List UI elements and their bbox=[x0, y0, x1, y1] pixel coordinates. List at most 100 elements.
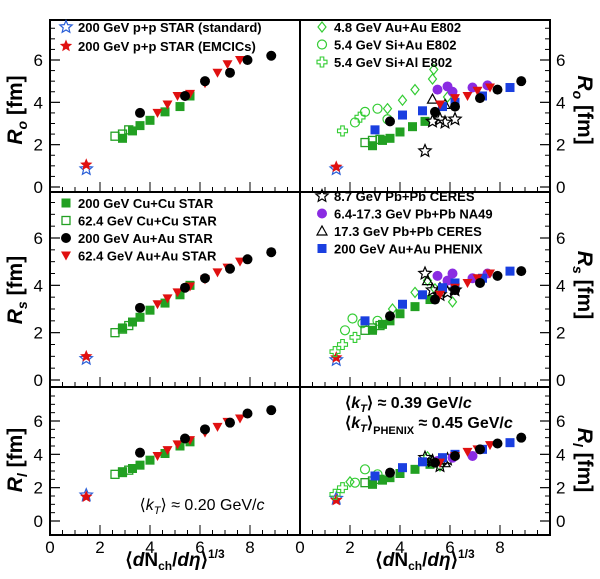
series-200-gev-au-au-star bbox=[385, 76, 527, 127]
y-tick-label: 0 bbox=[34, 371, 43, 390]
legend-marker bbox=[61, 251, 71, 261]
data-point bbox=[152, 300, 163, 310]
series-200-gev-au-au-phenix bbox=[360, 266, 515, 326]
y-tick-label: 4 bbox=[556, 445, 565, 464]
data-point bbox=[378, 475, 387, 485]
ylabel-rs-left: Rs [fm] bbox=[4, 256, 30, 324]
legend-marker bbox=[316, 39, 328, 50]
legend-label: 17.3 GeV Pb+Pb CERES bbox=[334, 224, 482, 239]
data-point bbox=[162, 100, 173, 110]
panel-middle-left: 0 2 4 6 200 GeV Cu+Cu STAR 62.4 GeV Cu+Cu STA… bbox=[34, 191, 301, 390]
data-point bbox=[118, 323, 127, 333]
series-8-7-gev-pb-pb-ceres bbox=[417, 111, 463, 158]
data-point bbox=[420, 116, 430, 126]
data-point bbox=[145, 305, 155, 315]
data-point bbox=[212, 422, 223, 432]
data-point bbox=[118, 133, 127, 143]
data-point bbox=[328, 160, 344, 176]
y-tick-label: 6 bbox=[556, 229, 565, 248]
data-point bbox=[349, 331, 361, 343]
data-point bbox=[225, 263, 235, 274]
data-point bbox=[421, 274, 434, 286]
legend-label: 62.4 GeV Cu+Cu STAR bbox=[78, 214, 217, 229]
data-point bbox=[382, 102, 393, 115]
series-200-gev-au-au-star bbox=[135, 247, 277, 313]
series-62-4-gev-au-au-star bbox=[435, 83, 495, 110]
data-point bbox=[462, 278, 473, 288]
data-point bbox=[225, 417, 235, 428]
legend-label: 200 GeV p+p STAR (EMCICs) bbox=[78, 39, 256, 54]
series-200-gev-p-p-star-standard- bbox=[78, 160, 94, 176]
series-200-gev-p-p-star-standard- bbox=[328, 160, 344, 176]
data-point bbox=[152, 108, 163, 118]
data-point bbox=[492, 270, 503, 281]
y-tick-label: 6 bbox=[34, 229, 43, 248]
data-point bbox=[222, 60, 233, 70]
legend-middle-left: 200 GeV Cu+Cu STAR 62.4 GeV Cu+Cu STAR 200… bbox=[61, 196, 217, 264]
data-point bbox=[410, 302, 420, 312]
data-point bbox=[175, 290, 185, 300]
data-point bbox=[475, 277, 485, 288]
legend-label: 5.4 GeV Si+Au E802 bbox=[334, 38, 456, 53]
series-200-gev-p-p-star-emcics- bbox=[80, 158, 93, 171]
legend-top-left: 200 GeV p+p STAR (standard) 200 GeV p+p S… bbox=[58, 18, 262, 54]
data-point bbox=[360, 137, 370, 148]
data-point bbox=[395, 469, 405, 478]
y-tick-label: 4 bbox=[556, 93, 565, 112]
data-point bbox=[397, 94, 408, 107]
data-point bbox=[360, 316, 370, 326]
data-point bbox=[336, 482, 349, 494]
data-point bbox=[329, 488, 341, 500]
series-200-gev-p-p-star-emcics- bbox=[330, 160, 343, 173]
annotation-kt-right-1: ⟨kT⟩ ≈ 0.39 GeV/c bbox=[345, 395, 472, 415]
data-point bbox=[450, 285, 460, 296]
ylabel-ro-right: Ro [fm] bbox=[570, 75, 596, 144]
series-62-4-gev-au-au-star bbox=[152, 414, 245, 461]
data-point bbox=[330, 160, 343, 173]
legend-marker bbox=[317, 208, 327, 219]
x-tick-label: 6 bbox=[445, 538, 454, 557]
series-200-gev-au-au-star bbox=[385, 266, 527, 322]
data-point bbox=[242, 408, 253, 419]
data-point bbox=[430, 106, 440, 117]
data-point bbox=[172, 440, 183, 450]
data-point bbox=[475, 93, 485, 104]
data-point bbox=[432, 84, 443, 95]
xlabel-left: ⟨dNch/dη⟩1/3 bbox=[125, 547, 225, 573]
data-point bbox=[467, 451, 478, 461]
data-point bbox=[345, 475, 355, 488]
data-point bbox=[242, 254, 253, 265]
legend-marker bbox=[317, 244, 327, 253]
data-point bbox=[462, 447, 473, 457]
y-tick-label: 0 bbox=[34, 512, 43, 531]
data-point bbox=[385, 311, 395, 322]
data-point bbox=[435, 100, 445, 110]
legend-marker bbox=[317, 21, 327, 33]
data-point bbox=[145, 115, 155, 125]
data-point bbox=[78, 160, 94, 176]
data-point bbox=[428, 63, 439, 76]
series-200-gev-p-p-star-emcics- bbox=[80, 490, 93, 503]
y-tick-label: 6 bbox=[556, 412, 565, 431]
data-point bbox=[212, 268, 223, 278]
data-point bbox=[145, 455, 155, 465]
data-point bbox=[329, 346, 341, 358]
ylabel-rl-left: Rl [fm] bbox=[4, 428, 30, 493]
legend-label: 200 GeV Au+Au PHENIX bbox=[334, 242, 483, 257]
data-point bbox=[212, 68, 223, 78]
legend-label: 4.8 GeV Au+Au E802 bbox=[334, 20, 461, 35]
data-point bbox=[118, 468, 127, 478]
series-200-gev-au-au-star bbox=[385, 432, 527, 478]
data-point bbox=[175, 441, 185, 451]
data-point bbox=[110, 328, 120, 338]
legend-marker bbox=[314, 187, 330, 203]
x-tick-label: 0 bbox=[295, 538, 304, 557]
data-point bbox=[368, 479, 377, 489]
data-point bbox=[438, 102, 447, 112]
data-point bbox=[485, 83, 495, 93]
y-tick-label: 0 bbox=[556, 371, 565, 390]
legend-label: 8.7 GeV Pb+Pb CERES bbox=[334, 189, 475, 204]
data-point bbox=[385, 133, 395, 143]
data-point bbox=[417, 142, 433, 158]
data-point bbox=[235, 414, 245, 424]
